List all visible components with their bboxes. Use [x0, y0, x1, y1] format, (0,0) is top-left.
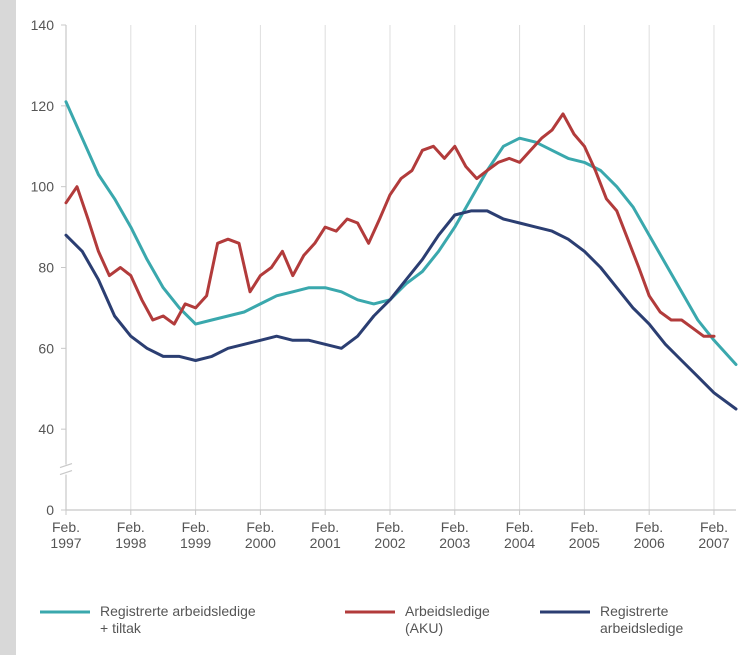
legend-label-line: Registrerte: [600, 603, 669, 619]
x-tick-label: Feb. 1997: [50, 519, 81, 551]
legend-label-line: arbeidsledige: [600, 620, 683, 636]
x-tick-label: Feb. 2002: [374, 519, 405, 551]
x-tick-label-line: 2005: [569, 535, 600, 551]
x-tick-label-line: 2003: [439, 535, 470, 551]
x-tick-label: Feb. 2005: [569, 519, 600, 551]
grid: [65, 25, 715, 510]
left-margin-strip: [0, 0, 16, 655]
x-tick-label-line: Feb.: [182, 519, 210, 535]
x-tick-label-line: 2007: [698, 535, 729, 551]
x-tick-label-line: Feb.: [506, 519, 534, 535]
y-tick-label: 120: [31, 98, 55, 114]
x-tick-label: Feb. 1998: [115, 519, 146, 551]
axis-break-mark: [59, 463, 73, 469]
y-axis: 140 120 100 80 60 40 0: [31, 17, 73, 518]
x-tick-label: Feb. 2003: [439, 519, 470, 551]
x-tick-label-line: Feb.: [376, 519, 404, 535]
x-tick-label-line: 2002: [374, 535, 405, 551]
x-tick-label-line: Feb.: [117, 519, 145, 535]
y-tick-label: 80: [38, 260, 54, 276]
y-tick-label: 140: [31, 17, 55, 33]
x-tick-label: Feb. 2004: [504, 519, 535, 551]
legend-label-line: Registrerte arbeidsledige: [100, 603, 256, 619]
axis-break-gap: [60, 464, 72, 475]
legend-label-line: (AKU): [405, 620, 443, 636]
legend: Registrerte arbeidsledige + tiltakArbeids…: [40, 603, 683, 636]
x-tick-label-line: Feb.: [570, 519, 598, 535]
y-tick-label: 60: [38, 340, 54, 356]
x-tick-label-line: 2001: [310, 535, 341, 551]
x-tick-label-line: 2000: [245, 535, 276, 551]
x-tick-label-line: 2004: [504, 535, 535, 551]
legend-label-line: + tiltak: [100, 620, 142, 636]
x-tick-label: Feb. 2007: [698, 519, 729, 551]
series-group: [64, 100, 738, 411]
legend-label-1: Registrerte arbeidsledige + tiltak: [100, 603, 256, 636]
x-tick-label-line: 2006: [634, 535, 665, 551]
series-line-3: [64, 209, 738, 411]
legend-label-3: Registrerte arbeidsledige: [600, 603, 683, 636]
x-tick-label-line: Feb.: [635, 519, 663, 535]
x-tick-label: Feb. 2001: [310, 519, 341, 551]
x-tick-label-line: 1997: [50, 535, 81, 551]
x-tick-label: Feb. 1999: [180, 519, 211, 551]
x-tick-label: Feb. 2000: [245, 519, 276, 551]
x-tick-label-line: Feb.: [52, 519, 80, 535]
x-tick-label-line: Feb.: [246, 519, 274, 535]
legend-label-line: Arbeidsledige: [405, 603, 490, 619]
legend-label-2: Arbeidsledige (AKU): [405, 603, 490, 636]
y-tick-label: 0: [46, 502, 54, 518]
axis-break-mark: [59, 470, 73, 476]
x-tick-label: Feb. 2006: [634, 519, 665, 551]
x-tick-label-line: 1999: [180, 535, 211, 551]
x-tick-label-line: Feb.: [441, 519, 469, 535]
x-tick-label-line: Feb.: [700, 519, 728, 535]
x-tick-label-line: 1998: [115, 535, 146, 551]
series-line-2: [64, 112, 716, 338]
y-tick-label: 100: [31, 179, 55, 195]
y-tick-label: 40: [38, 421, 54, 437]
x-tick-label-line: Feb.: [311, 519, 339, 535]
